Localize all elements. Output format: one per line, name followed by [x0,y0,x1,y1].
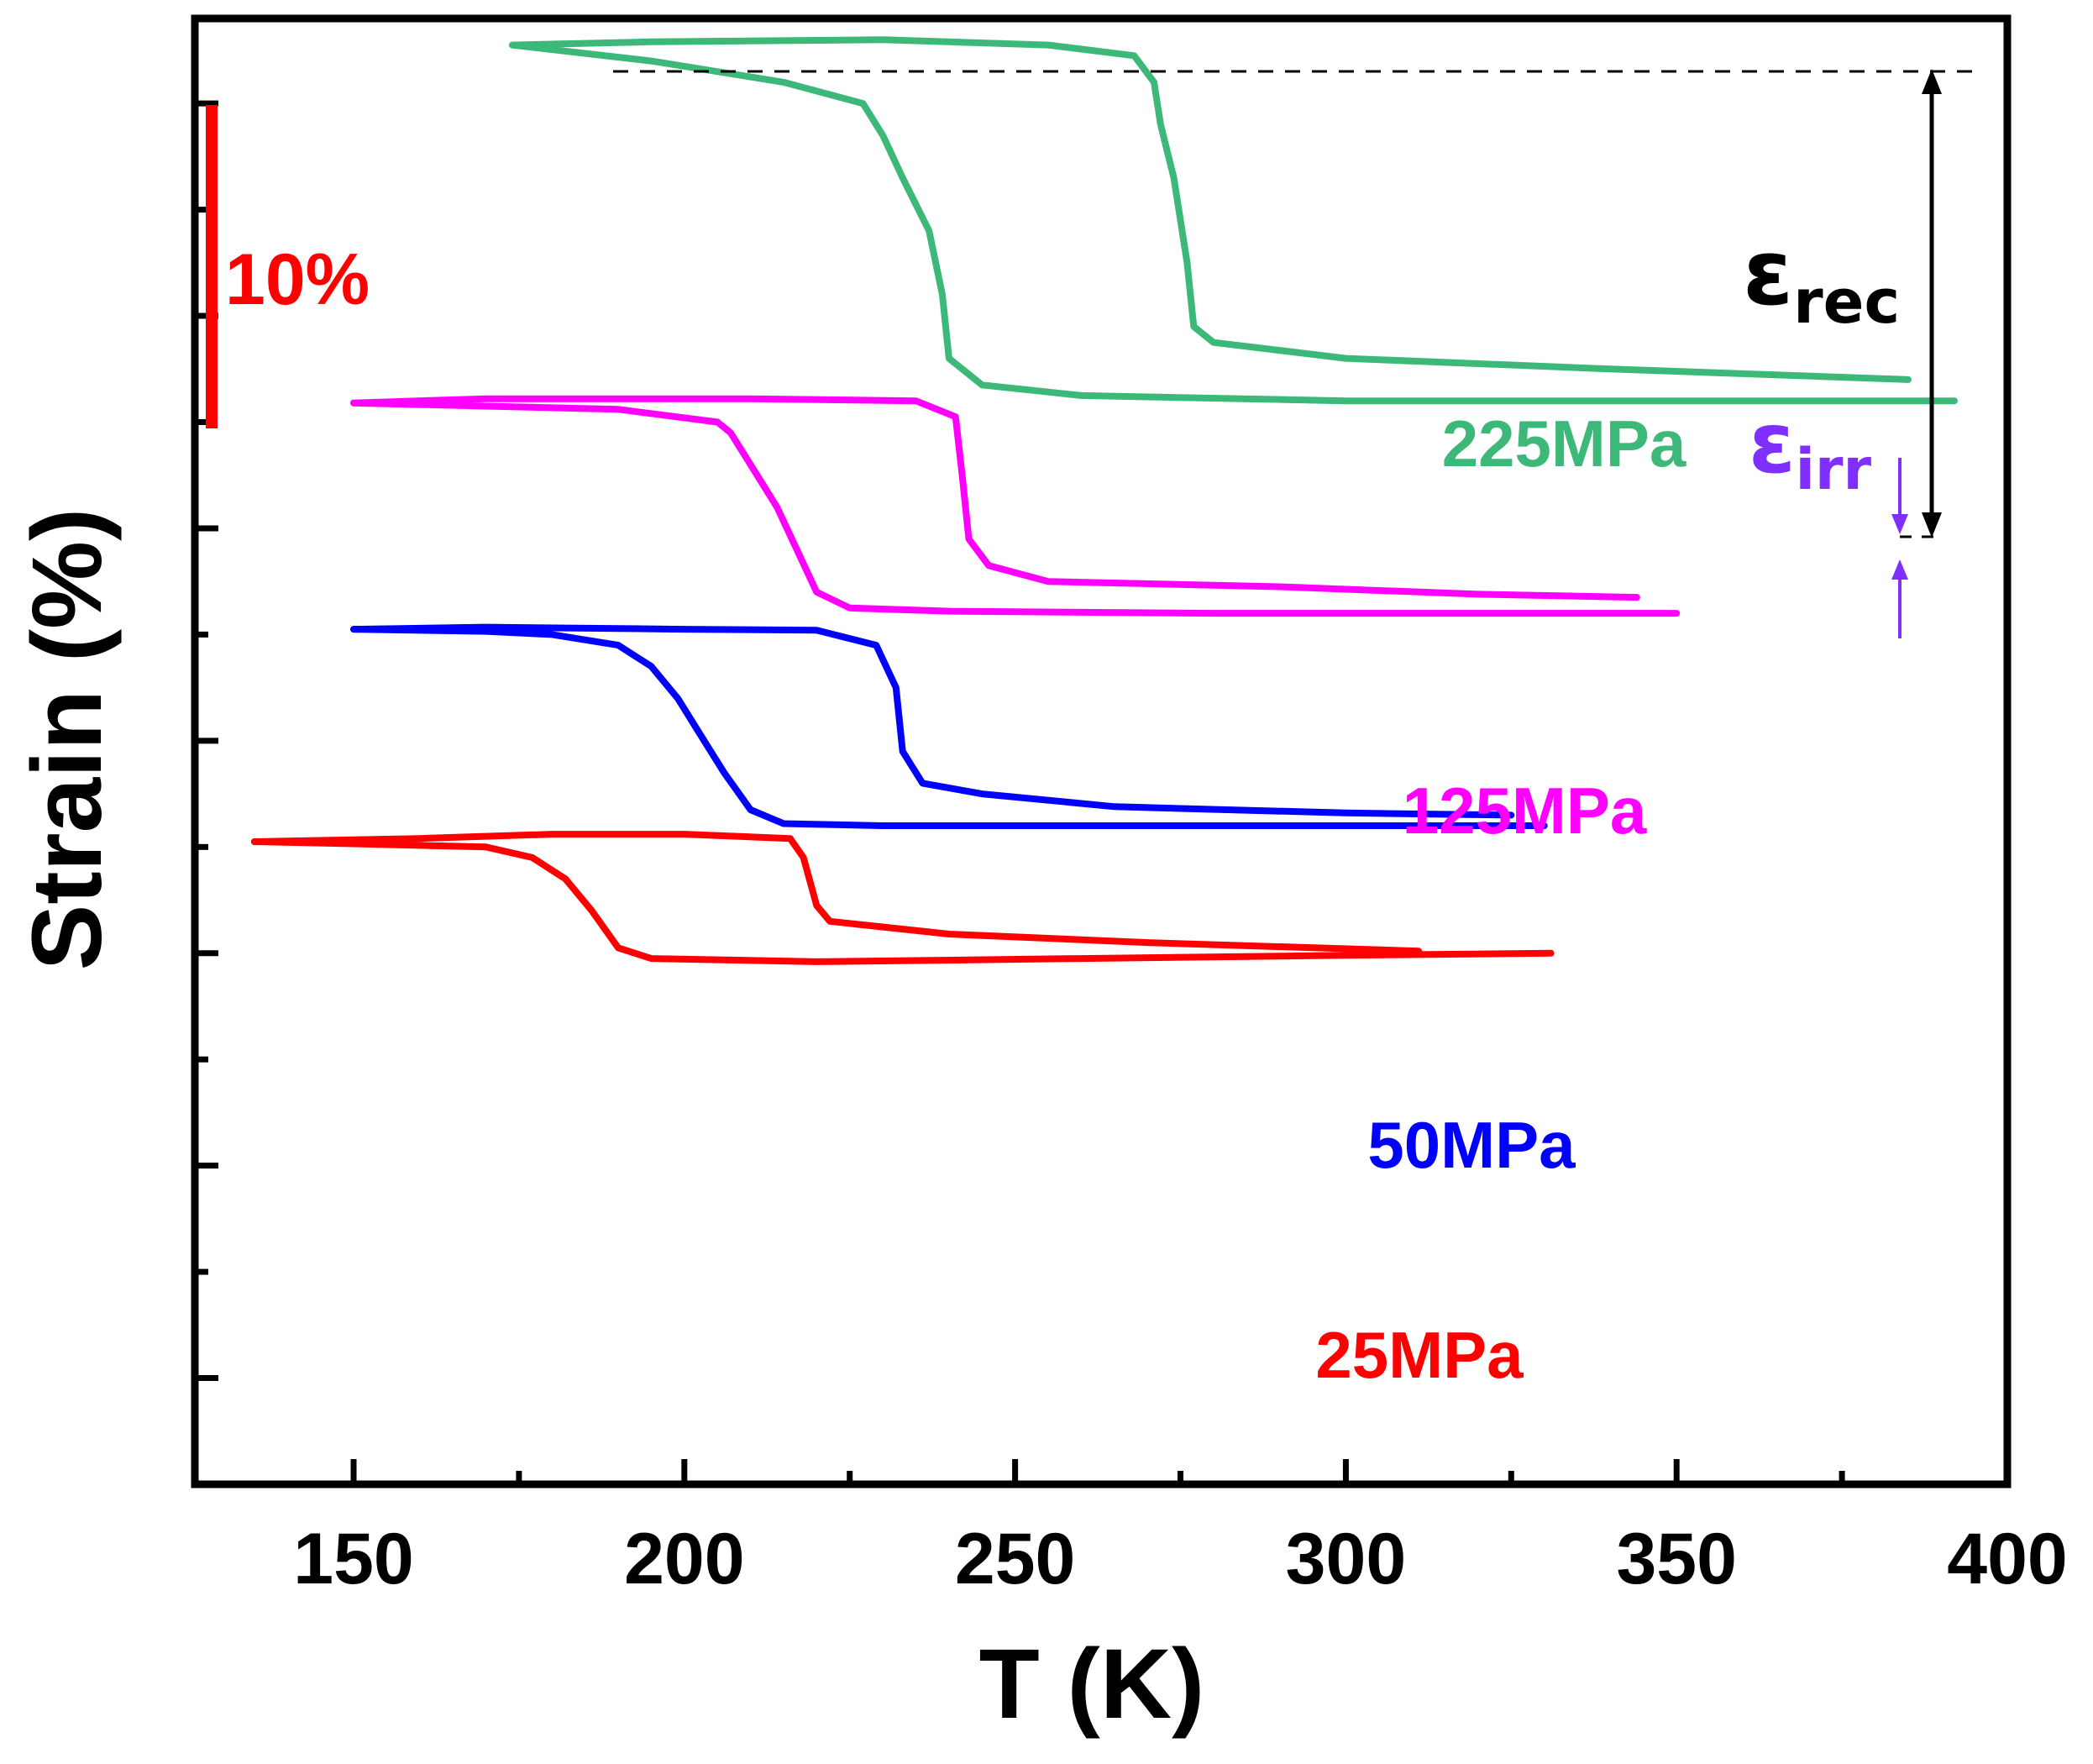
series-125mpa-cooling-line [350,399,1681,617]
series-label-50mpa: 50MPa [1367,1108,1576,1182]
series-25mpa-heating-line [250,831,1422,955]
eps-rec-arrow-head-down [1922,512,1942,538]
series-50mpa-cooling-line [350,626,1548,829]
x-tick-label: 200 [624,1519,745,1599]
eps-rec-symbol: ε [1743,221,1793,326]
y-axis-title: Strain (%) [12,508,123,971]
eps-irr-label: εirr [1749,394,1872,503]
series-label-25mpa: 25MPa [1315,1318,1524,1392]
eps-rec-arrow-head-up [1922,69,1942,94]
x-tick-label: 150 [293,1519,414,1599]
eps-rec-label: εrec [1743,221,1900,337]
series-layer: 225MPa 125MPa 50MPa 25MPa [250,36,1958,1392]
series-label-225mpa: 225MPa [1442,407,1686,480]
series-50mpa-heating-line [350,623,1515,819]
x-tick-label: 300 [1286,1519,1407,1599]
x-tick-labels: 150 200 250 300 350 400 [293,1519,2067,1599]
x-axis-title: T (K) [979,1629,1205,1740]
eps-irr-subscript: irr [1796,437,1872,503]
x-tick-label: 400 [1947,1519,2068,1599]
series-225mpa-cooling-line [509,41,1958,405]
eps-rec-subscript: rec [1793,266,1900,337]
series-label-125mpa: 125MPa [1403,774,1647,848]
x-tick-label: 350 [1616,1519,1737,1599]
x-tick-label: 250 [955,1519,1076,1599]
eps-irr-arrow-top-head [1891,514,1908,534]
annotation-layer [613,69,1978,638]
series-25mpa-cooling-line [250,838,1555,965]
eps-irr-symbol: ε [1749,394,1796,492]
series-125mpa-heating-line [350,395,1640,601]
series-225mpa-heating-line [509,36,1912,383]
scale-bar-label: 10% [225,239,370,320]
eps-irr-arrow-bottom-head [1891,559,1908,580]
plot-frame [191,14,2012,1488]
